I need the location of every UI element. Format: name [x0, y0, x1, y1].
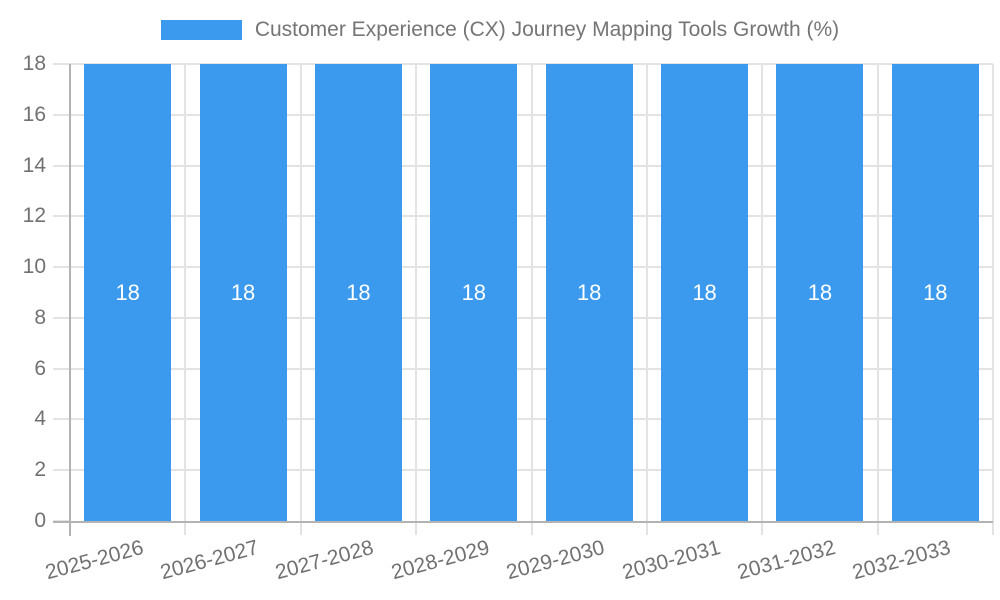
bar-2026-2027[interactable] — [199, 64, 287, 521]
x-tick — [645, 521, 648, 535]
x-axis-line — [53, 521, 993, 523]
y-tick — [53, 316, 70, 319]
gridline-v — [415, 64, 418, 521]
y-axis-label: 6 — [34, 356, 46, 380]
bar-2031-2032[interactable] — [776, 64, 864, 521]
x-tick — [184, 521, 187, 535]
y-axis-label: 2 — [34, 458, 46, 482]
y-tick — [53, 63, 70, 65]
x-tick — [876, 521, 879, 535]
gridline-v — [299, 64, 302, 521]
bar-2027-2028[interactable] — [314, 64, 402, 521]
gridline-v — [876, 64, 879, 521]
x-tick — [761, 521, 764, 535]
bar-value-label: 18 — [576, 279, 602, 305]
bar-value-label: 18 — [115, 279, 140, 305]
bar-value-label: 18 — [692, 279, 717, 305]
bar-value-label: 18 — [230, 279, 256, 305]
y-axis-label: 10 — [22, 255, 46, 279]
bar-value-label: 18 — [346, 279, 371, 305]
y-tick — [53, 469, 70, 472]
y-axis-line — [69, 64, 71, 536]
x-tick — [299, 521, 302, 535]
y-tick — [53, 164, 70, 167]
y-tick — [53, 367, 70, 370]
gridline-v — [761, 64, 764, 521]
bar-2028-2029[interactable] — [430, 64, 518, 521]
y-tick — [53, 418, 70, 421]
y-axis-label: 0 — [34, 509, 46, 532]
gridline-v — [992, 64, 994, 521]
y-axis-label: 4 — [34, 407, 46, 431]
bar-value-label: 18 — [923, 279, 948, 305]
bar-2029-2030[interactable] — [545, 64, 633, 521]
x-tick — [530, 521, 533, 535]
legend-label: Customer Experience (CX) Journey Mapping… — [254, 18, 840, 41]
bar-value-label: 18 — [461, 279, 487, 305]
legend[interactable]: Customer Experience (CX) Journey Mapping… — [0, 17, 1000, 43]
y-axis-label: 8 — [34, 305, 46, 329]
legend-swatch — [160, 20, 242, 40]
bar-value-label: 18 — [807, 279, 833, 305]
x-tick — [992, 521, 994, 535]
bar-2032-2033[interactable] — [891, 64, 979, 521]
y-axis-label: 18 — [22, 52, 46, 75]
y-axis-label: 12 — [22, 204, 46, 228]
y-axis-label: 16 — [22, 102, 46, 126]
gridline-v — [184, 64, 187, 521]
y-tick — [53, 266, 70, 269]
gridline-v — [645, 64, 648, 521]
gridline-v — [530, 64, 533, 521]
y-tick — [53, 113, 70, 116]
y-tick — [53, 215, 70, 218]
bar-2025-2026[interactable] — [84, 64, 172, 521]
bar-2030-2031[interactable] — [661, 64, 749, 521]
x-tick — [415, 521, 418, 535]
y-axis-label: 14 — [22, 153, 46, 177]
